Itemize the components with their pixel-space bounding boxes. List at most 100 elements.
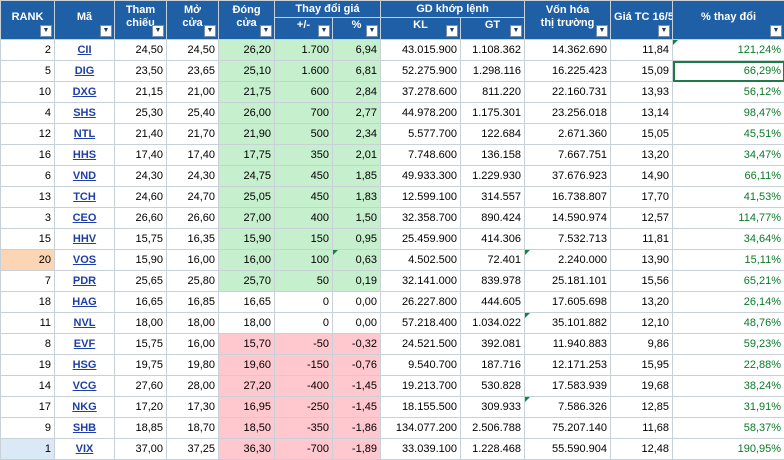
close-price-cell[interactable]: 25,05 — [219, 187, 275, 208]
rank-cell[interactable]: 4 — [1, 103, 55, 124]
ticker-link[interactable]: VND — [73, 170, 96, 182]
pct-change-cell[interactable]: 190,95% — [673, 439, 784, 460]
close-price-cell[interactable]: 24,75 — [219, 166, 275, 187]
open-price-cell[interactable]: 17,30 — [167, 397, 219, 418]
open-price-cell[interactable]: 24,30 — [167, 166, 219, 187]
market-cap-cell[interactable]: 14.590.974 — [525, 208, 611, 229]
rank-cell[interactable]: 1 — [1, 439, 55, 460]
volume-cell[interactable]: 24.521.500 — [381, 334, 461, 355]
volume-cell[interactable]: 25.459.900 — [381, 229, 461, 250]
change-pct-cell[interactable]: -1,86 — [333, 418, 381, 439]
price-tc-cell[interactable]: 11,68 — [611, 418, 673, 439]
value-cell[interactable]: 839.978 — [461, 271, 525, 292]
market-cap-cell[interactable]: 22.160.731 — [525, 82, 611, 103]
volume-cell[interactable]: 7.748.600 — [381, 145, 461, 166]
change-pct-cell[interactable]: 2,84 — [333, 82, 381, 103]
market-cap-cell[interactable]: 16.738.807 — [525, 187, 611, 208]
change-pct-cell[interactable]: 0,63 — [333, 250, 381, 271]
price-tc-cell[interactable]: 13,90 — [611, 250, 673, 271]
open-price-cell[interactable]: 17,40 — [167, 145, 219, 166]
open-price-cell[interactable]: 21,70 — [167, 124, 219, 145]
ticker-cell[interactable]: HAG — [55, 292, 115, 313]
change-abs-cell[interactable]: -700 — [275, 439, 333, 460]
close-price-cell[interactable]: 25,70 — [219, 271, 275, 292]
change-abs-cell[interactable]: 450 — [275, 187, 333, 208]
ref-price-cell[interactable]: 26,60 — [115, 208, 167, 229]
ref-price-cell[interactable]: 21,15 — [115, 82, 167, 103]
price-tc-cell[interactable]: 17,70 — [611, 187, 673, 208]
pct-change-cell[interactable]: 121,24% — [673, 40, 784, 61]
rank-cell[interactable]: 10 — [1, 82, 55, 103]
change-abs-cell[interactable]: 700 — [275, 103, 333, 124]
close-price-cell[interactable]: 36,30 — [219, 439, 275, 460]
rank-cell[interactable]: 16 — [1, 145, 55, 166]
price-tc-cell[interactable]: 9,86 — [611, 334, 673, 355]
ticker-cell[interactable]: HSG — [55, 355, 115, 376]
ticker-cell[interactable]: NTL — [55, 124, 115, 145]
filter-dropdown-icon[interactable]: ▼ — [318, 25, 330, 37]
open-price-cell[interactable]: 16,00 — [167, 334, 219, 355]
change-pct-cell[interactable]: 1,50 — [333, 208, 381, 229]
change-abs-cell[interactable]: 450 — [275, 166, 333, 187]
change-pct-cell[interactable]: 0,00 — [333, 292, 381, 313]
ticker-cell[interactable]: CII — [55, 40, 115, 61]
rank-cell[interactable]: 9 — [1, 418, 55, 439]
market-cap-cell[interactable]: 2.671.360 — [525, 124, 611, 145]
col-header-code[interactable]: Mã▼ — [55, 1, 115, 40]
market-cap-cell[interactable]: 16.225.423 — [525, 61, 611, 82]
ticker-link[interactable]: PDR — [73, 275, 96, 287]
volume-cell[interactable]: 19.213.700 — [381, 376, 461, 397]
price-tc-cell[interactable]: 12,57 — [611, 208, 673, 229]
col-header-change-pct[interactable]: %▼ — [333, 18, 381, 40]
value-cell[interactable]: 187.716 — [461, 355, 525, 376]
change-abs-cell[interactable]: -150 — [275, 355, 333, 376]
ticker-cell[interactable]: VND — [55, 166, 115, 187]
change-abs-cell[interactable]: 0 — [275, 313, 333, 334]
ticker-cell[interactable]: VIX — [55, 439, 115, 460]
pct-change-cell[interactable]: 34,64% — [673, 229, 784, 250]
filter-dropdown-icon[interactable]: ▼ — [658, 25, 670, 37]
ticker-cell[interactable]: HHS — [55, 145, 115, 166]
rank-cell[interactable]: 19 — [1, 355, 55, 376]
change-pct-cell[interactable]: -1,45 — [333, 376, 381, 397]
change-abs-cell[interactable]: 0 — [275, 292, 333, 313]
ticker-cell[interactable]: TCH — [55, 187, 115, 208]
change-pct-cell[interactable]: 0,95 — [333, 229, 381, 250]
market-cap-cell[interactable]: 12.171.253 — [525, 355, 611, 376]
ticker-cell[interactable]: NVL — [55, 313, 115, 334]
pct-change-cell[interactable]: 31,91% — [673, 397, 784, 418]
volume-cell[interactable]: 32.141.000 — [381, 271, 461, 292]
value-cell[interactable]: 1.175.301 — [461, 103, 525, 124]
rank-cell[interactable]: 11 — [1, 313, 55, 334]
pct-change-cell[interactable]: 66,29% — [673, 61, 784, 82]
value-cell[interactable]: 309.933 — [461, 397, 525, 418]
ref-price-cell[interactable]: 15,75 — [115, 334, 167, 355]
filter-dropdown-icon[interactable]: ▼ — [100, 25, 112, 37]
close-price-cell[interactable]: 16,65 — [219, 292, 275, 313]
value-cell[interactable]: 1.034.022 — [461, 313, 525, 334]
volume-cell[interactable]: 26.227.800 — [381, 292, 461, 313]
pct-change-cell[interactable]: 38,24% — [673, 376, 784, 397]
change-pct-cell[interactable]: 1,83 — [333, 187, 381, 208]
price-tc-cell[interactable]: 15,56 — [611, 271, 673, 292]
ticker-link[interactable]: SHS — [73, 107, 96, 119]
open-price-cell[interactable]: 21,00 — [167, 82, 219, 103]
pct-change-cell[interactable]: 22,88% — [673, 355, 784, 376]
close-price-cell[interactable]: 27,20 — [219, 376, 275, 397]
ref-price-cell[interactable]: 17,20 — [115, 397, 167, 418]
open-price-cell[interactable]: 18,00 — [167, 313, 219, 334]
ref-price-cell[interactable]: 19,75 — [115, 355, 167, 376]
market-cap-cell[interactable]: 11.940.883 — [525, 334, 611, 355]
market-cap-cell[interactable]: 7.532.713 — [525, 229, 611, 250]
ref-price-cell[interactable]: 18,00 — [115, 313, 167, 334]
open-price-cell[interactable]: 16,00 — [167, 250, 219, 271]
close-price-cell[interactable]: 27,00 — [219, 208, 275, 229]
filter-dropdown-icon[interactable]: ▼ — [40, 25, 52, 37]
volume-cell[interactable]: 134.077.200 — [381, 418, 461, 439]
pct-change-cell[interactable]: 41,53% — [673, 187, 784, 208]
ticker-link[interactable]: VOS — [73, 254, 96, 266]
value-cell[interactable]: 392.081 — [461, 334, 525, 355]
